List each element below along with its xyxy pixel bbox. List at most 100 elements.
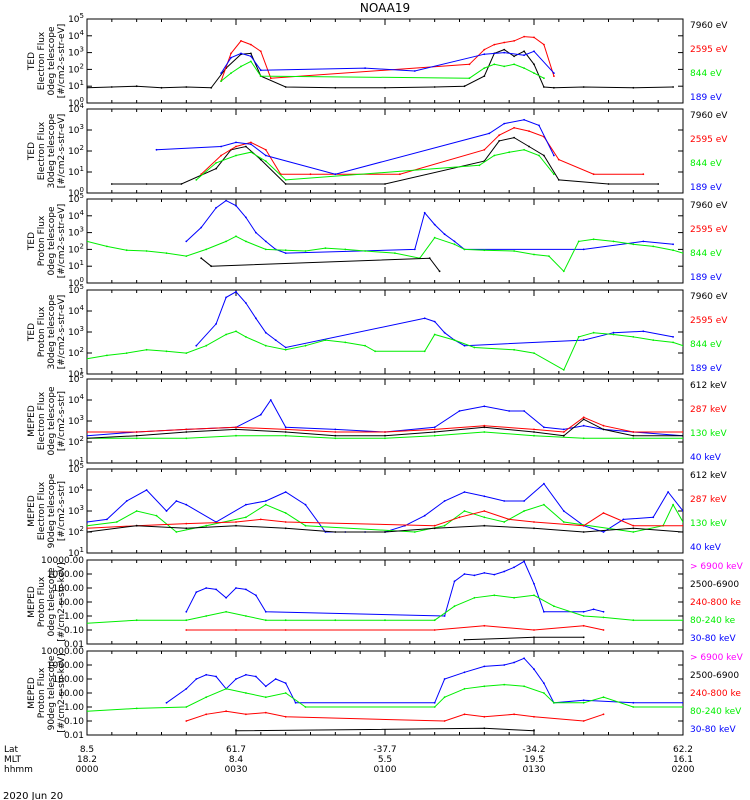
data-point <box>264 503 267 506</box>
data-point <box>632 531 635 533</box>
data-point <box>672 503 674 506</box>
data-point <box>553 605 555 608</box>
panel-data <box>87 657 683 732</box>
data-point <box>200 257 203 260</box>
data-point <box>533 50 535 53</box>
x-tick-label-mlt: 5.5 <box>378 755 392 765</box>
data-point <box>483 148 486 151</box>
data-point <box>364 67 366 69</box>
series-line <box>464 636 584 641</box>
data-point <box>523 685 525 688</box>
data-point <box>682 344 683 347</box>
legend-entry: 844 eV <box>690 69 723 79</box>
data-point <box>463 491 466 493</box>
series-line <box>185 560 604 617</box>
legend-entry: 30-80 keV <box>690 725 736 735</box>
data-point <box>145 183 148 185</box>
panel-data <box>87 482 683 533</box>
data-point <box>468 77 471 80</box>
data-point <box>483 665 486 668</box>
data-point <box>423 317 426 320</box>
data-point <box>657 183 660 185</box>
data-point <box>264 711 267 714</box>
data-point <box>667 491 669 493</box>
data-point <box>632 336 635 338</box>
data-point <box>557 158 560 161</box>
y-tick-label: 101 <box>68 79 84 92</box>
data-point <box>543 77 545 80</box>
data-point <box>284 426 287 429</box>
data-point <box>682 524 683 527</box>
data-point <box>384 434 386 437</box>
data-point <box>185 503 188 506</box>
data-point <box>493 63 496 66</box>
data-point <box>513 63 515 66</box>
data-point <box>632 434 635 437</box>
data-point <box>264 685 267 688</box>
panel-frame <box>86 108 684 194</box>
data-point <box>602 610 605 613</box>
legend-entry: 130 keV <box>690 519 727 529</box>
data-point <box>503 51 506 54</box>
series-line <box>200 257 440 272</box>
panel-frame <box>86 198 684 284</box>
panel-1: 100 101 102 103 104 105 TED Electron Flux 0deg t… <box>27 12 728 109</box>
y-tick-label: 10000.00 <box>41 556 84 566</box>
data-point <box>488 132 491 135</box>
data-point <box>433 629 436 631</box>
data-point <box>528 130 530 133</box>
legend-entry: 2500-6900 <box>690 580 739 590</box>
data-point <box>443 233 446 236</box>
data-point <box>250 60 252 63</box>
legend-entry: 2595 eV <box>690 135 728 145</box>
y-tick-label: 105 <box>68 462 84 475</box>
x-tick-label-lat: 8.5 <box>80 745 94 755</box>
data-point <box>230 56 232 59</box>
data-point <box>423 514 426 517</box>
data-point <box>240 65 242 68</box>
data-point <box>632 86 635 89</box>
data-point <box>245 692 247 694</box>
y-axis-label: Proton Flux <box>37 215 47 266</box>
data-point <box>453 243 456 246</box>
y-tick-label: 0.01 <box>64 640 84 650</box>
y-tick-label: 0.10 <box>64 626 84 636</box>
data-point <box>225 296 228 299</box>
y-tick-label: 0.10 <box>64 717 84 727</box>
y-tick-label: 104 <box>68 102 84 115</box>
y-tick-label: 102 <box>68 435 84 448</box>
y-tick-label: 103 <box>68 504 84 517</box>
data-point <box>632 701 635 704</box>
data-point <box>284 619 287 622</box>
data-point <box>334 86 337 89</box>
data-point <box>582 424 585 427</box>
data-point <box>433 428 436 431</box>
data-point <box>205 713 208 716</box>
data-point <box>235 235 237 238</box>
y-tick-label: 10000.00 <box>41 647 84 657</box>
data-point <box>185 437 188 440</box>
series-line <box>87 235 683 273</box>
legend-entry: 7960 eV <box>690 21 728 31</box>
data-point <box>264 500 267 502</box>
y-tick-label: 104 <box>68 209 84 222</box>
legend-entry: 189 eV <box>690 93 723 103</box>
legend-entry: 7960 eV <box>690 201 728 211</box>
x-tick-label-mlt: 8.4 <box>229 755 244 765</box>
data-point <box>543 682 545 685</box>
data-point <box>463 248 466 251</box>
data-point <box>135 434 138 437</box>
data-point <box>374 350 376 353</box>
y-axis-label: [#/cm2-s-str] <box>57 481 67 541</box>
data-point <box>250 141 252 144</box>
data-point <box>562 521 565 523</box>
data-point <box>493 43 496 46</box>
data-point <box>264 154 267 157</box>
data-point <box>235 141 237 144</box>
data-point <box>274 678 277 680</box>
x-axis-row-label: Lat <box>4 745 19 755</box>
data-point <box>533 63 535 66</box>
data-point <box>523 657 525 660</box>
data-point <box>582 699 585 702</box>
